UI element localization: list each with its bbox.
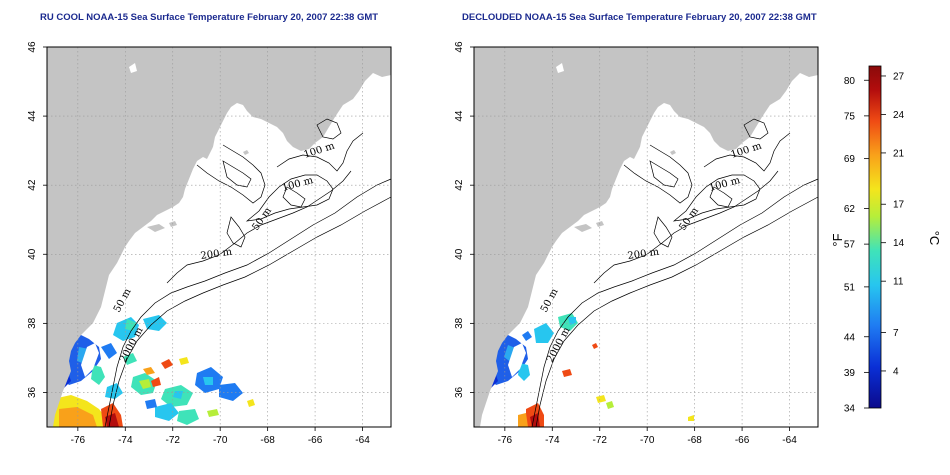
- y-tick-label-right: 36: [454, 386, 465, 398]
- x-tick-label-left: -76: [71, 435, 86, 446]
- left-map-frame: [46, 46, 392, 428]
- left-map-panel: 100 m 100 m 50 m 200 m 50 m 2000 m: [46, 46, 392, 428]
- x-tick-label-left: -72: [166, 435, 181, 446]
- colorbar-f-tick: 34: [844, 404, 856, 415]
- right-map-panel: 100 m 100 m 50 m 200 m 50 m 2000 m: [473, 46, 819, 428]
- x-tick-label-left: -64: [355, 435, 370, 446]
- colorbar-c-tick: 24: [893, 110, 905, 121]
- colorbar-f-tick: 44: [844, 332, 856, 343]
- y-tick-label-left: 46: [27, 41, 38, 53]
- left-map-title: RU COOL NOAA-15 Sea Surface Temperature …: [40, 12, 379, 23]
- colorbar-c-tick: 7: [893, 328, 899, 339]
- y-tick-label-left: 40: [27, 248, 38, 260]
- colorbar-fahrenheit-ticks: 80 75 69 62 57 51 44 39 34: [844, 76, 869, 415]
- colorbar-c-tick: 14: [893, 238, 905, 249]
- colorbar-c-tick: 27: [893, 71, 905, 82]
- contour-label-200m: 200 m: [200, 247, 233, 262]
- colorbar-gradient: [868, 65, 882, 409]
- colorbar-c-tick: 4: [893, 366, 899, 377]
- axis-labels: -76 -74 -72 -70 -68 -66 -64 46 44 42 40 38 36 -76 -74 -…: [27, 41, 797, 446]
- x-tick-label-right: -72: [593, 435, 608, 446]
- right-map-title: DECLOUDED NOAA-15 Sea Surface Temperatur…: [462, 12, 817, 23]
- contour-label-200m: 200 m: [627, 247, 660, 262]
- x-tick-label-right: -66: [735, 435, 750, 446]
- colorbar-f-tick: 80: [844, 76, 856, 87]
- grid-lines: [474, 46, 818, 427]
- colorbar-f-tick: 69: [844, 154, 856, 165]
- right-map-frame: [473, 46, 819, 428]
- y-tick-label-left: 36: [27, 386, 38, 398]
- y-tick-label-left: 44: [27, 110, 38, 122]
- x-tick-label-right: -76: [498, 435, 513, 446]
- x-tick-label-left: -68: [260, 435, 275, 446]
- unit-celsius-label: °C: [927, 231, 942, 246]
- y-tick-label-right: 46: [454, 41, 465, 53]
- colorbar-f-tick: 62: [844, 204, 856, 215]
- y-tick-label-right: 44: [454, 110, 465, 122]
- colorbar-f-tick: 57: [844, 240, 856, 251]
- colorbar-f-tick: 51: [844, 282, 856, 293]
- x-tick-label-right: -64: [782, 435, 797, 446]
- unit-fahrenheit-label: °F: [830, 233, 845, 246]
- colorbar-c-tick: 17: [893, 200, 905, 211]
- y-tick-label-left: 42: [27, 179, 38, 191]
- x-tick-label-left: -70: [213, 435, 228, 446]
- x-tick-label-right: -70: [640, 435, 655, 446]
- x-tick-label-left: -74: [118, 435, 133, 446]
- x-tick-label-left: -66: [308, 435, 323, 446]
- colorbar-c-tick: 11: [893, 277, 904, 288]
- x-tick-label-right: -68: [687, 435, 702, 446]
- colorbar-f-tick: 75: [844, 111, 856, 122]
- colorbar-celsius-ticks: 27 24 21 17 14 11 7 4: [881, 71, 905, 377]
- y-tick-label-left: 38: [27, 317, 38, 329]
- x-tick-label-right: -74: [545, 435, 560, 446]
- colorbar-c-tick: 21: [893, 148, 905, 159]
- y-tick-label-right: 40: [454, 248, 465, 260]
- y-tick-label-right: 38: [454, 317, 465, 329]
- colorbar: 80 75 69 62 57 51 44 39 34 27 24 21 17 14 11 7 4 °F °C: [830, 65, 942, 415]
- y-tick-label-right: 42: [454, 179, 465, 191]
- colorbar-f-tick: 39: [844, 368, 856, 379]
